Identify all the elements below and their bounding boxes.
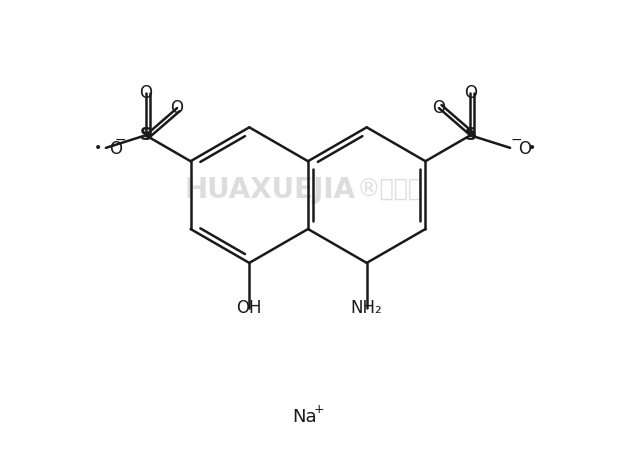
Text: S: S: [139, 126, 152, 144]
Text: O: O: [109, 140, 122, 158]
Text: −: −: [114, 133, 126, 147]
Text: O: O: [170, 99, 184, 117]
Text: S: S: [465, 126, 476, 144]
Text: NH₂: NH₂: [351, 299, 383, 317]
Text: ®化学加: ®化学加: [357, 178, 423, 202]
Text: O: O: [433, 99, 445, 117]
Text: Na: Na: [292, 408, 317, 426]
Text: O: O: [139, 85, 152, 102]
Text: •: •: [94, 141, 102, 155]
Text: +: +: [313, 403, 325, 416]
Text: •: •: [528, 141, 536, 155]
Text: OH: OH: [236, 299, 262, 317]
Text: O: O: [518, 140, 531, 158]
Text: HUAXUEJIA: HUAXUEJIA: [184, 176, 355, 204]
Text: O: O: [464, 85, 477, 102]
Text: −: −: [510, 133, 522, 147]
